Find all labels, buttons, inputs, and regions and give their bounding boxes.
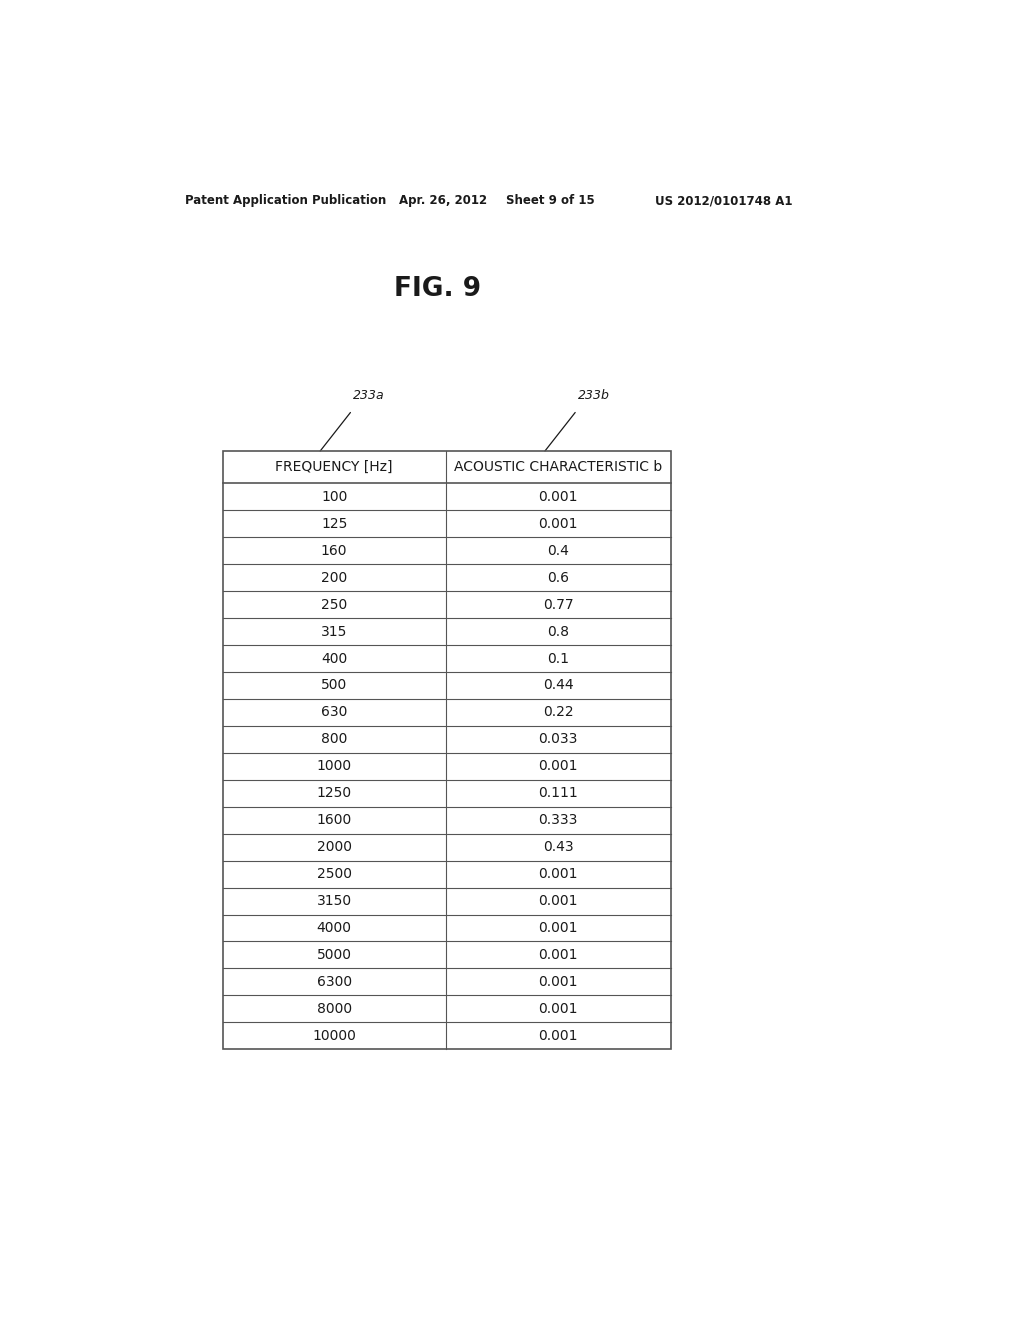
- Text: 315: 315: [321, 624, 347, 639]
- Text: 0.001: 0.001: [539, 894, 578, 908]
- Text: 5000: 5000: [316, 948, 351, 962]
- Text: 250: 250: [322, 598, 347, 611]
- Text: 0.77: 0.77: [543, 598, 573, 611]
- Text: 500: 500: [322, 678, 347, 693]
- Text: 8000: 8000: [316, 1002, 351, 1016]
- Text: 3150: 3150: [316, 894, 351, 908]
- Text: 0.001: 0.001: [539, 867, 578, 882]
- Text: 2000: 2000: [316, 840, 351, 854]
- Text: Sheet 9 of 15: Sheet 9 of 15: [506, 194, 595, 207]
- Text: 200: 200: [322, 570, 347, 585]
- Text: 0.111: 0.111: [539, 787, 578, 800]
- Text: 0.6: 0.6: [547, 570, 569, 585]
- Text: 0.001: 0.001: [539, 975, 578, 989]
- Text: 10000: 10000: [312, 1028, 356, 1043]
- Text: 125: 125: [321, 516, 347, 531]
- Text: 6300: 6300: [316, 975, 351, 989]
- Text: 0.1: 0.1: [547, 652, 569, 665]
- Text: ACOUSTIC CHARACTERISTIC b: ACOUSTIC CHARACTERISTIC b: [454, 461, 663, 474]
- Text: 0.001: 0.001: [539, 759, 578, 774]
- Text: 233a: 233a: [352, 389, 384, 403]
- Text: Apr. 26, 2012: Apr. 26, 2012: [399, 194, 487, 207]
- Text: 100: 100: [321, 490, 347, 504]
- Text: 400: 400: [322, 652, 347, 665]
- Text: 0.333: 0.333: [539, 813, 578, 828]
- Text: 0.44: 0.44: [543, 678, 573, 693]
- Text: 0.001: 0.001: [539, 1002, 578, 1016]
- Text: 0.001: 0.001: [539, 1028, 578, 1043]
- Text: 0.4: 0.4: [547, 544, 569, 558]
- Text: 0.033: 0.033: [539, 733, 578, 746]
- Text: 630: 630: [321, 705, 347, 719]
- Text: FIG. 9: FIG. 9: [394, 276, 481, 302]
- Text: 0.001: 0.001: [539, 921, 578, 935]
- Text: 160: 160: [321, 544, 347, 558]
- Text: 4000: 4000: [316, 921, 351, 935]
- Text: 0.43: 0.43: [543, 840, 573, 854]
- Text: 0.001: 0.001: [539, 948, 578, 962]
- Text: US 2012/0101748 A1: US 2012/0101748 A1: [655, 194, 793, 207]
- Text: 0.22: 0.22: [543, 705, 573, 719]
- Text: 1600: 1600: [316, 813, 352, 828]
- Text: 0.8: 0.8: [547, 624, 569, 639]
- Text: 2500: 2500: [316, 867, 351, 882]
- Text: 1000: 1000: [316, 759, 351, 774]
- Text: 0.001: 0.001: [539, 516, 578, 531]
- Text: 1250: 1250: [316, 787, 351, 800]
- Text: FREQUENCY [Hz]: FREQUENCY [Hz]: [275, 461, 393, 474]
- Text: 800: 800: [321, 733, 347, 746]
- Bar: [222, 451, 671, 1049]
- Text: 233b: 233b: [578, 389, 609, 403]
- Text: Patent Application Publication: Patent Application Publication: [184, 194, 386, 207]
- Text: 0.001: 0.001: [539, 490, 578, 504]
